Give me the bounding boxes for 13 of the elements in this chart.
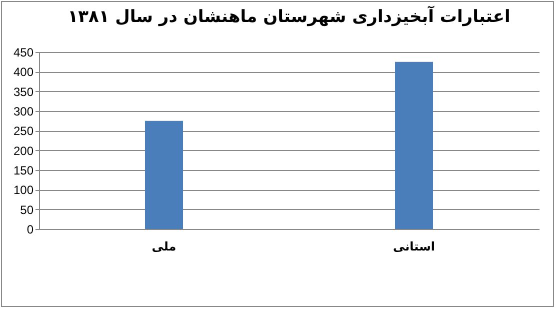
y-tick-label: 350 <box>13 84 34 99</box>
y-tick-label: 450 <box>13 46 34 60</box>
y-tick-label: 100 <box>13 183 34 198</box>
y-tick-label: 0 <box>26 222 34 236</box>
y-tick-label: 300 <box>13 104 34 118</box>
chart-title: اعتبارات آبخیزداری شهرستان ماهنشان در سال ۱۳۸۱ <box>68 5 510 27</box>
x-tick-label: استانی <box>393 240 435 254</box>
y-tick-label: 250 <box>13 124 34 138</box>
x-tick-label: ملی <box>152 240 176 254</box>
y-tick-label: 50 <box>20 202 34 217</box>
y-tick-label: 200 <box>13 144 34 158</box>
y-tick-label: 400 <box>13 65 34 80</box>
y-tick-label: 150 <box>13 164 34 178</box>
